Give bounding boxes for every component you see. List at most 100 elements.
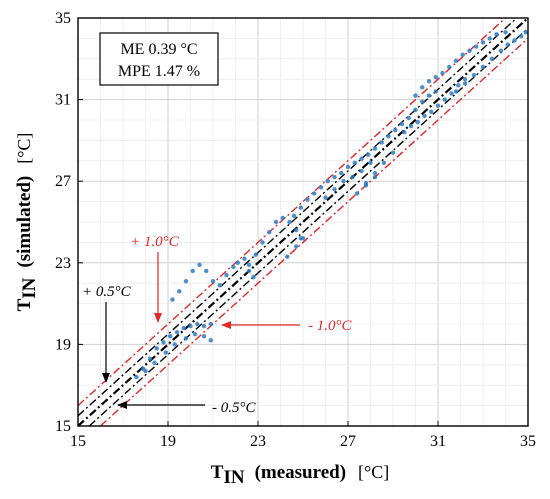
annotation-plus-05: + 0.5°C (82, 284, 132, 383)
stats-box (99, 32, 219, 86)
y-tick-label: 23 (55, 255, 71, 272)
data-point (402, 130, 407, 135)
data-point (489, 56, 495, 61)
data-point (168, 334, 173, 339)
x-tick-label: 15 (70, 433, 86, 450)
data-point (204, 268, 209, 274)
x-axis-title-desc: (measured) (255, 462, 346, 483)
data-point (260, 240, 265, 245)
data-point (471, 72, 477, 78)
data-point (372, 174, 378, 180)
data-point (503, 30, 508, 35)
data-point (523, 30, 528, 35)
data-point (413, 93, 418, 98)
data-points (134, 30, 528, 380)
data-point (325, 179, 330, 184)
data-point (208, 321, 213, 327)
stat-mpe: MPE 1.47 % (118, 63, 200, 80)
y-tick-labels: 15 19 23 27 31 35 (55, 10, 83, 435)
data-point (359, 168, 364, 174)
reference-line-black (77, 17, 518, 417)
x-tick-label: 35 (520, 433, 536, 450)
data-point (152, 360, 157, 365)
data-point (195, 321, 200, 327)
data-point (372, 146, 378, 151)
data-point (208, 338, 213, 343)
data-point (267, 230, 272, 235)
data-point (134, 374, 139, 380)
annotation-minus-05-label: - 0.5°C (212, 400, 256, 416)
y-axis-title-desc: (simulated) (14, 176, 35, 268)
x-tick-label: 23 (250, 433, 266, 450)
y-tick-label: 35 (55, 10, 71, 27)
data-point (487, 36, 492, 41)
data-point (251, 274, 256, 280)
x-axis-title: TIN (measured) [°C] (211, 462, 389, 488)
data-point (393, 128, 398, 133)
reference-line-black (77, 17, 529, 427)
data-point (181, 325, 186, 331)
data-point (359, 156, 364, 161)
data-point (190, 268, 195, 274)
y-tick-label: 27 (55, 173, 71, 190)
reference-lines (77, 17, 529, 427)
data-point (505, 42, 510, 47)
data-point (512, 38, 517, 43)
x-tick-label: 27 (340, 433, 356, 450)
data-point (143, 368, 148, 374)
data-point (188, 323, 193, 329)
data-point (323, 195, 328, 200)
data-point (300, 236, 306, 241)
annotation-minus-05: - 0.5°C (117, 400, 256, 416)
data-point (406, 115, 411, 121)
data-point (172, 342, 177, 347)
data-point (456, 83, 461, 88)
data-point (460, 52, 465, 57)
data-point (224, 272, 229, 278)
data-point (480, 64, 486, 70)
data-point (174, 329, 180, 335)
x-tick-label: 19 (160, 433, 176, 450)
data-point (363, 181, 369, 186)
data-point (386, 134, 391, 139)
data-point (435, 103, 441, 108)
data-point (350, 174, 355, 180)
data-point (242, 256, 247, 261)
data-point (339, 170, 344, 176)
data-point (246, 262, 252, 268)
y-tick-label: 31 (55, 92, 71, 109)
annotation-plus-1-label: + 1.0°C (130, 234, 180, 250)
data-point (422, 113, 427, 119)
annotation-minus-1: - 1.0°C (221, 318, 352, 334)
data-point (352, 160, 357, 166)
data-point (453, 58, 459, 64)
x-axis-title-main: T (211, 462, 224, 483)
data-point (318, 185, 324, 190)
data-point (433, 74, 438, 80)
data-point (161, 340, 166, 345)
data-point (231, 264, 236, 270)
data-point (210, 278, 216, 284)
data-point (390, 150, 396, 155)
data-point (147, 356, 153, 361)
data-point (305, 197, 310, 202)
data-point (426, 79, 432, 84)
x-axis-title-unit: [°C] (358, 462, 389, 482)
data-point (494, 32, 499, 37)
data-point (447, 64, 452, 70)
data-point (415, 119, 420, 125)
data-point (368, 160, 373, 166)
reference-line-black (88, 27, 529, 427)
reference-line-red (100, 37, 529, 427)
data-point (420, 99, 425, 104)
data-point (453, 89, 459, 94)
data-point (312, 191, 317, 196)
data-point (429, 109, 434, 115)
stat-me: ME 0.39 °C (120, 41, 197, 58)
data-point (420, 85, 425, 90)
data-point (291, 213, 297, 219)
data-point (154, 346, 159, 351)
data-point (287, 219, 292, 225)
data-point (183, 278, 189, 284)
